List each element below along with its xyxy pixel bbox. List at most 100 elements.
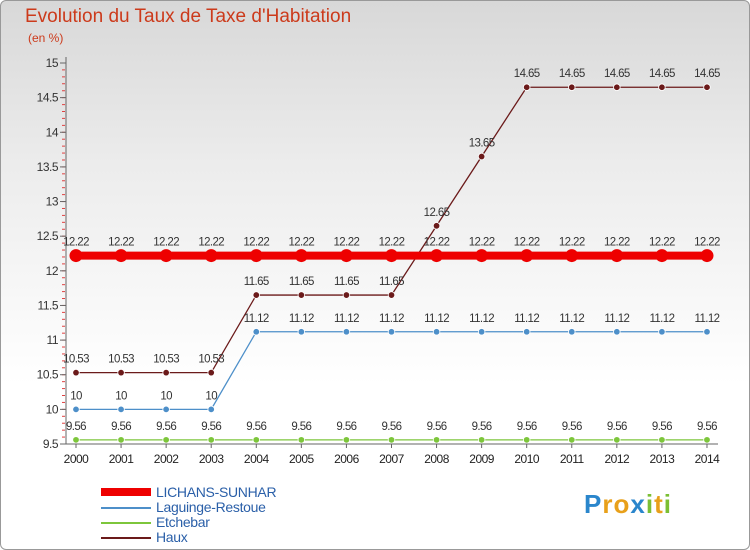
logo-letter: x bbox=[630, 489, 646, 519]
data-point-lichans-sunhar bbox=[520, 249, 534, 263]
data-label-haux: 11.65 bbox=[289, 276, 314, 288]
x-tick-label: 2013 bbox=[650, 452, 676, 466]
y-tick-label: 14.5 bbox=[37, 91, 59, 105]
y-tick-label: 10.5 bbox=[37, 368, 59, 382]
data-label-lichans-sunhar: 12.22 bbox=[424, 237, 450, 249]
data-label-lichans-sunhar: 12.22 bbox=[198, 237, 224, 249]
data-label-lichans-sunhar: 12.22 bbox=[108, 237, 134, 249]
data-point-lichans-sunhar bbox=[114, 249, 128, 263]
x-tick-label: 2006 bbox=[334, 452, 360, 466]
chart-subtitle: (en %) bbox=[28, 31, 64, 45]
data-point-laguinge-restoue bbox=[477, 328, 486, 336]
data-label-laguinge-restoue: 11.12 bbox=[514, 313, 539, 325]
y-tick-label: 15 bbox=[46, 56, 59, 70]
data-label-haux: 10.53 bbox=[153, 354, 179, 366]
data-point-etchebar bbox=[568, 436, 576, 444]
data-label-laguinge-restoue: 11.12 bbox=[604, 313, 629, 325]
data-point-laguinge-restoue bbox=[117, 405, 125, 414]
data-label-lichans-sunhar: 12.22 bbox=[694, 237, 720, 249]
data-point-lichans-sunhar bbox=[475, 249, 489, 263]
data-point-laguinge-restoue bbox=[658, 328, 666, 336]
y-tick-label: 11.5 bbox=[38, 298, 59, 312]
data-point-haux bbox=[342, 291, 351, 299]
x-tick-label: 2014 bbox=[695, 452, 721, 466]
data-label-etchebar: 9.56 bbox=[652, 421, 672, 433]
data-point-lichans-sunhar bbox=[204, 249, 218, 263]
data-label-etchebar: 9.56 bbox=[697, 421, 717, 433]
data-point-etchebar bbox=[117, 436, 125, 444]
data-label-laguinge-restoue: 11.12 bbox=[334, 313, 359, 325]
x-tick-label: 2008 bbox=[424, 452, 450, 466]
data-label-laguinge-restoue: 11.12 bbox=[469, 313, 494, 325]
data-point-lichans-sunhar bbox=[294, 249, 308, 263]
data-label-laguinge-restoue: 10 bbox=[70, 390, 82, 402]
data-label-lichans-sunhar: 12.22 bbox=[604, 237, 630, 249]
data-label-etchebar: 9.56 bbox=[381, 421, 401, 433]
x-tick-label: 2011 bbox=[560, 452, 585, 466]
logo-letter: t bbox=[654, 489, 664, 519]
data-point-laguinge-restoue bbox=[703, 328, 711, 336]
data-point-laguinge-restoue bbox=[613, 328, 621, 336]
data-point-lichans-sunhar bbox=[610, 249, 624, 263]
data-point-laguinge-restoue bbox=[342, 328, 351, 336]
legend-swatch bbox=[101, 522, 151, 524]
data-label-haux: 14.65 bbox=[604, 68, 630, 80]
x-tick-label: 2012 bbox=[604, 452, 630, 466]
data-label-lichans-sunhar: 12.22 bbox=[243, 237, 269, 249]
data-label-etchebar: 9.56 bbox=[517, 421, 537, 433]
legend-swatch bbox=[101, 537, 151, 539]
x-tick-label: 2004 bbox=[244, 452, 270, 466]
logo-letter: o bbox=[613, 489, 631, 519]
data-point-haux bbox=[162, 368, 170, 377]
data-point-etchebar bbox=[703, 436, 711, 444]
data-label-laguinge-restoue: 11.12 bbox=[424, 313, 449, 325]
logo-letter: r bbox=[602, 489, 614, 519]
data-point-etchebar bbox=[72, 436, 80, 444]
data-point-haux bbox=[568, 83, 576, 91]
data-label-haux: 14.65 bbox=[694, 68, 720, 80]
data-label-laguinge-restoue: 10 bbox=[115, 390, 127, 402]
data-label-haux: 10.53 bbox=[108, 354, 134, 366]
data-point-etchebar bbox=[658, 436, 666, 444]
data-point-laguinge-restoue bbox=[297, 328, 306, 336]
data-label-laguinge-restoue: 10 bbox=[160, 390, 172, 402]
data-point-lichans-sunhar bbox=[655, 249, 669, 263]
x-tick-label: 2002 bbox=[154, 452, 180, 466]
data-point-laguinge-restoue bbox=[252, 328, 260, 336]
data-label-etchebar: 9.56 bbox=[246, 421, 266, 433]
x-tick-label: 2009 bbox=[469, 452, 495, 466]
data-label-laguinge-restoue: 11.12 bbox=[559, 313, 584, 325]
data-point-haux bbox=[252, 291, 260, 299]
y-tick-label: 12.5 bbox=[37, 229, 59, 243]
data-label-etchebar: 9.56 bbox=[562, 421, 582, 433]
data-label-etchebar: 9.56 bbox=[291, 421, 311, 433]
logo-letter: i bbox=[663, 489, 672, 519]
data-point-etchebar bbox=[387, 436, 396, 444]
brand-logo: Proxiti bbox=[584, 489, 672, 520]
data-label-lichans-sunhar: 12.22 bbox=[559, 237, 585, 249]
data-point-lichans-sunhar bbox=[159, 249, 173, 263]
y-tick-label: 10 bbox=[46, 402, 59, 416]
data-point-etchebar bbox=[297, 436, 306, 444]
y-tick-label: 9.5 bbox=[43, 437, 59, 451]
data-point-laguinge-restoue bbox=[523, 328, 531, 336]
x-tick-label: 2005 bbox=[289, 452, 315, 466]
data-point-haux bbox=[613, 83, 621, 91]
data-point-laguinge-restoue bbox=[568, 328, 576, 336]
y-tick-label: 13 bbox=[46, 195, 59, 209]
y-tick-label: 14 bbox=[46, 125, 59, 139]
data-point-etchebar bbox=[162, 436, 170, 444]
legend-label: LICHANS-SUNHAR bbox=[156, 484, 277, 500]
data-label-etchebar: 9.56 bbox=[472, 421, 492, 433]
data-point-haux bbox=[297, 291, 306, 299]
legend-swatch bbox=[101, 488, 151, 496]
logo-letter: i bbox=[645, 489, 655, 519]
x-tick-label: 2001 bbox=[109, 452, 135, 466]
data-point-haux bbox=[72, 368, 80, 377]
data-label-lichans-sunhar: 12.22 bbox=[649, 237, 675, 249]
data-label-lichans-sunhar: 12.22 bbox=[514, 237, 540, 249]
data-point-lichans-sunhar bbox=[430, 249, 444, 263]
data-point-haux bbox=[703, 83, 711, 91]
data-label-laguinge-restoue: 11.12 bbox=[649, 313, 674, 325]
